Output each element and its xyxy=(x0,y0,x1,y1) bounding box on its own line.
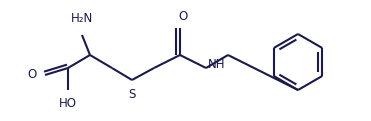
Text: HO: HO xyxy=(59,97,77,110)
Text: H₂N: H₂N xyxy=(71,11,93,24)
Text: O: O xyxy=(178,10,188,23)
Text: O: O xyxy=(28,68,37,82)
Text: NH: NH xyxy=(208,57,226,71)
Text: S: S xyxy=(128,88,136,101)
